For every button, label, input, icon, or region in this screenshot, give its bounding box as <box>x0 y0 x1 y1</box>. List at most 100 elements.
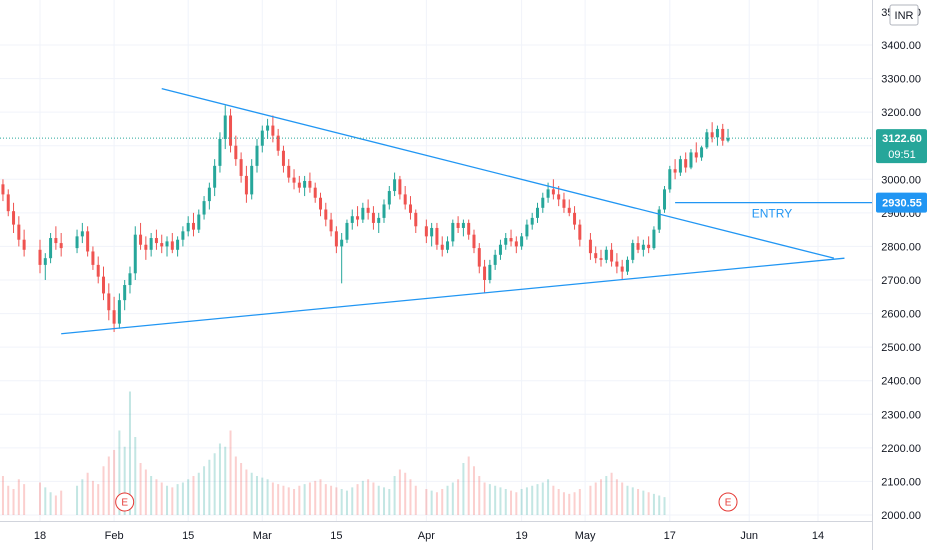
volume-bar <box>144 469 147 515</box>
candle <box>430 222 434 247</box>
earnings-marker-label: E <box>121 498 128 509</box>
candle-body <box>673 169 677 173</box>
candle <box>6 189 10 217</box>
volume-bar <box>324 484 327 515</box>
candle <box>408 196 412 220</box>
candle <box>144 236 148 260</box>
candle-body <box>22 239 26 250</box>
candle-body <box>213 165 217 188</box>
trendline-lower <box>61 257 845 335</box>
candle-body <box>112 310 116 324</box>
volume-bar <box>367 479 370 515</box>
candle <box>477 243 481 274</box>
volume-bar <box>578 489 581 515</box>
candle-body <box>668 169 672 190</box>
volume-bar <box>12 489 15 515</box>
candle <box>207 182 211 210</box>
candle-body <box>281 150 285 166</box>
volume-bar <box>229 430 232 515</box>
candle-body <box>578 224 582 240</box>
volume-bar <box>383 487 386 515</box>
candle-body <box>663 189 667 210</box>
y-tick-label: 2400.00 <box>881 376 921 388</box>
candle <box>176 236 180 257</box>
volume-bar <box>425 489 428 515</box>
last-price-badge: 3122.60 09:51 <box>876 129 927 164</box>
candle <box>625 256 629 275</box>
candle <box>451 219 455 247</box>
volume-bar <box>91 480 94 515</box>
candle-body <box>361 207 365 220</box>
candle <box>493 249 497 270</box>
volume-layer <box>1 391 666 515</box>
candle-body <box>170 241 174 250</box>
candle-body <box>334 231 338 247</box>
candle <box>17 216 21 247</box>
candle-body <box>424 226 428 237</box>
volume-bar <box>568 493 571 515</box>
volume-bar <box>361 480 364 515</box>
candle-body <box>652 229 656 249</box>
x-tick-label: Feb <box>105 530 124 542</box>
volume-bar <box>372 482 375 515</box>
entry-price-label: 2930.55 <box>882 198 922 210</box>
earnings-marker: E <box>718 492 738 512</box>
volume-bar <box>250 472 253 515</box>
candle <box>96 256 100 284</box>
candle <box>498 239 502 260</box>
volume-bar <box>472 466 475 515</box>
volume-bar <box>652 493 655 515</box>
candle <box>107 283 111 321</box>
x-tick-label: 19 <box>515 530 527 542</box>
volume-bar <box>504 489 507 515</box>
currency-badge-box <box>889 4 919 26</box>
candle-body <box>567 207 571 213</box>
candle-body <box>308 180 312 188</box>
candle <box>715 125 719 146</box>
candle-body <box>689 152 693 168</box>
x-tick-label: 18 <box>34 530 46 542</box>
volume-bar <box>277 484 280 515</box>
candle-body <box>292 177 296 183</box>
volume-bar <box>60 490 63 515</box>
candle <box>551 179 555 200</box>
candle <box>652 226 656 250</box>
y-tick-label: 3400.00 <box>881 40 921 52</box>
candle-body <box>477 248 481 267</box>
candle-body <box>657 209 661 230</box>
candle <box>281 145 285 173</box>
volume-bar <box>261 477 264 515</box>
candle-body <box>186 222 190 232</box>
volume-bar <box>303 484 306 515</box>
candle <box>472 229 476 254</box>
volume-bar <box>494 485 497 515</box>
candle-body <box>715 128 719 138</box>
candle-body <box>165 241 169 247</box>
candle <box>186 216 190 237</box>
candle <box>689 149 693 170</box>
candle <box>631 239 635 264</box>
candle-body <box>456 222 460 228</box>
candle-body <box>451 222 455 242</box>
candle-body <box>12 211 16 225</box>
candle <box>102 266 106 301</box>
volume-bar <box>166 485 169 515</box>
volume-bar <box>647 492 650 515</box>
candle-body <box>700 147 704 158</box>
candle-body <box>636 243 640 250</box>
candle-body <box>350 216 354 223</box>
volume-bar <box>404 472 407 515</box>
candle-body <box>525 224 529 237</box>
candle <box>133 226 137 280</box>
candle <box>398 175 402 200</box>
candle <box>705 128 709 150</box>
candle <box>663 186 667 213</box>
volume-bar <box>187 479 190 515</box>
volume-bar <box>118 430 121 515</box>
volume-bar <box>240 463 243 515</box>
candle-body <box>509 238 513 242</box>
candle-body <box>483 266 487 280</box>
